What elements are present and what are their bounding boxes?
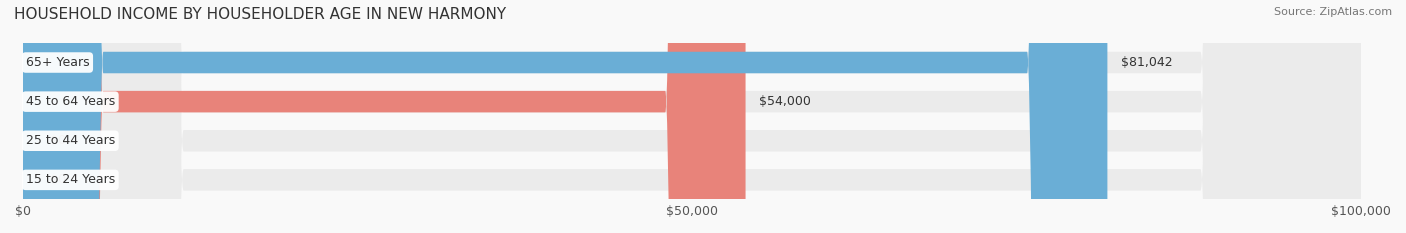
FancyBboxPatch shape [22, 0, 1108, 233]
Text: 25 to 44 Years: 25 to 44 Years [25, 134, 115, 147]
FancyBboxPatch shape [22, 0, 745, 233]
FancyBboxPatch shape [22, 0, 1361, 233]
Text: HOUSEHOLD INCOME BY HOUSEHOLDER AGE IN NEW HARMONY: HOUSEHOLD INCOME BY HOUSEHOLDER AGE IN N… [14, 7, 506, 22]
FancyBboxPatch shape [22, 0, 1361, 233]
Text: $0: $0 [49, 134, 66, 147]
Text: $54,000: $54,000 [759, 95, 811, 108]
Text: Source: ZipAtlas.com: Source: ZipAtlas.com [1274, 7, 1392, 17]
Text: $0: $0 [49, 173, 66, 186]
FancyBboxPatch shape [22, 0, 1361, 233]
Text: 65+ Years: 65+ Years [25, 56, 90, 69]
FancyBboxPatch shape [22, 0, 1361, 233]
Text: 45 to 64 Years: 45 to 64 Years [25, 95, 115, 108]
Text: 15 to 24 Years: 15 to 24 Years [25, 173, 115, 186]
Text: $81,042: $81,042 [1121, 56, 1173, 69]
